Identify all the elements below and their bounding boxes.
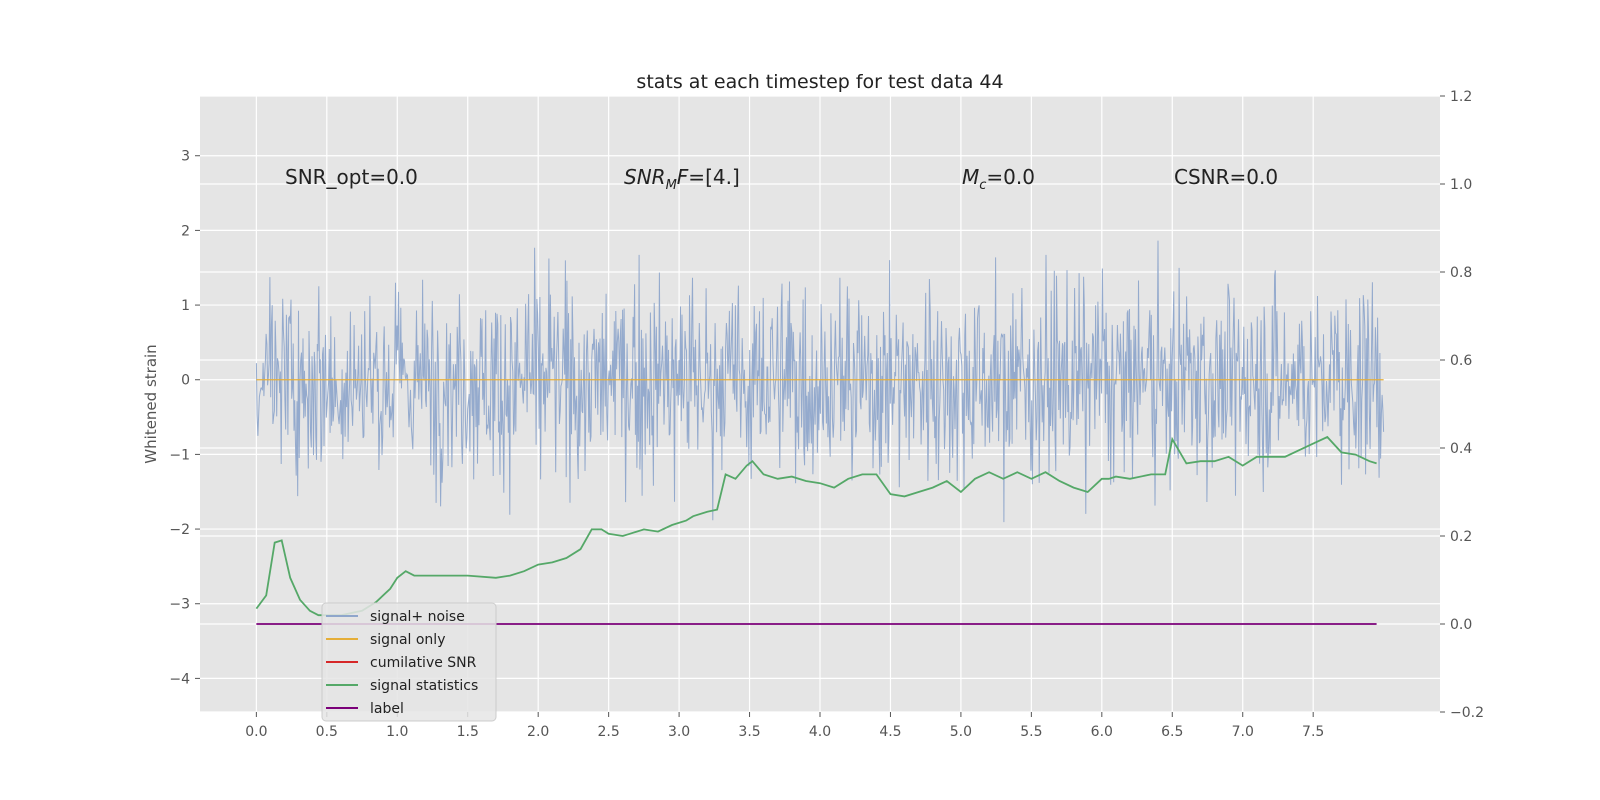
x-axis: 0.0 0.5 1.0 1.5 2.0 2.5 3.0 3.5 4.0 4.5 5.0 5.5 6.0 6… — [245, 712, 1324, 740]
chart-title: stats at each timestep for test data 44 — [636, 71, 1003, 93]
y2-tick-label: 0.6 — [1450, 353, 1472, 369]
y-axis-label: Whitened strain — [142, 344, 160, 463]
annotation-mc-value: =0.0 — [986, 165, 1035, 189]
y2-tick-label: 0.0 — [1450, 617, 1472, 633]
y-tick-label: 3 — [181, 149, 190, 165]
annotation-mc: Mc=0.0 — [962, 165, 1035, 193]
x-tick-label: 4.5 — [879, 724, 901, 740]
legend-box — [321, 602, 497, 722]
x-tick-label: 7.5 — [1302, 724, 1324, 740]
legend-label-label: label — [370, 701, 404, 717]
legend-label-signal-only: signal only — [370, 632, 445, 648]
annotation-snr-opt: SNR_opt=0.0 — [285, 165, 418, 189]
legend-label-signal-noise: signal+ noise — [370, 609, 465, 625]
y-tick-label: 2 — [181, 223, 190, 239]
annotation-snr-mf: SNRMF=[4.] — [624, 165, 740, 193]
y-tick-label: 1 — [181, 298, 190, 314]
x-tick-label: 5.5 — [1020, 724, 1042, 740]
y2-tick-label: −0.2 — [1450, 705, 1484, 721]
y-axis-right: 1.2 1.0 0.8 0.6 0.4 0.2 0.0 −0.2 — [1440, 89, 1484, 721]
x-tick-label: 6.5 — [1161, 724, 1183, 740]
x-tick-label: 1.0 — [386, 724, 408, 740]
x-tick-label: 0.5 — [316, 724, 338, 740]
y2-tick-label: 1.0 — [1450, 177, 1472, 193]
y-tick-label: −4 — [169, 671, 190, 687]
x-tick-label: 3.5 — [738, 724, 760, 740]
y-tick-label: −3 — [169, 597, 190, 613]
x-tick-label: 5.0 — [950, 724, 972, 740]
annotation-csnr: CSNR=0.0 — [1174, 165, 1278, 189]
x-tick-label: 2.5 — [598, 724, 620, 740]
series-signal-statistics — [255, 435, 1377, 617]
y-tick-label: 0 — [181, 373, 190, 389]
x-tick-label: 1.5 — [457, 724, 479, 740]
legend-label-signal-statistics: signal statistics — [370, 678, 478, 694]
y2-tick-label: 0.8 — [1450, 265, 1472, 281]
y2-tick-label: 0.2 — [1450, 529, 1472, 545]
annotation-snr-mf-value: [4.] — [705, 165, 740, 189]
x-tick-label: 3.0 — [668, 724, 690, 740]
x-tick-label: 6.0 — [1091, 724, 1113, 740]
x-tick-label: 4.0 — [809, 724, 831, 740]
y-tick-label: −1 — [169, 447, 190, 463]
legend: signal+ noise signal only cumilative SNR… — [321, 602, 497, 722]
series-signal-noise — [255, 240, 1385, 523]
y-axis-left: 3 2 1 0 −1 −2 −3 −4 — [169, 149, 200, 687]
y-tick-label: −2 — [169, 522, 190, 538]
x-tick-label: 0.0 — [245, 724, 267, 740]
x-tick-label: 2.0 — [527, 724, 549, 740]
x-tick-label: 7.0 — [1232, 724, 1254, 740]
legend-label-cumulative-snr: cumilative SNR — [370, 655, 477, 671]
y2-tick-label: 0.4 — [1450, 441, 1472, 457]
y2-tick-label: 1.2 — [1450, 89, 1472, 105]
